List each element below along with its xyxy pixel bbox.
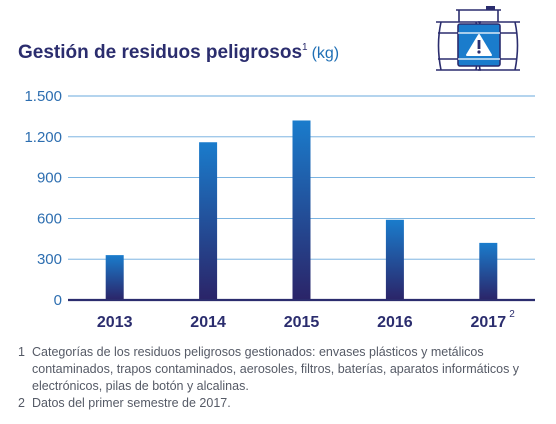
footnote-1: 1 Categorías de los residuos peligrosos …: [18, 344, 538, 395]
chart-title-footnote-mark: 1: [302, 42, 308, 53]
x-tick-footnote-mark: 2: [509, 309, 515, 320]
x-tick-label: 2013: [97, 314, 133, 331]
y-tick-label: 1.200: [24, 129, 62, 146]
footnote-text: Datos del primer semestre de 2017.: [32, 396, 231, 410]
footnote-number: 2: [18, 396, 25, 410]
bars: [105, 120, 498, 300]
footnote-2: 2 Datos del primer semestre de 2017.: [18, 395, 538, 412]
x-tick-label: 2016: [377, 314, 413, 331]
x-tick-label: 2014: [190, 314, 226, 331]
chart-title-main: Gestión de residuos peligrosos: [18, 42, 302, 63]
hazardous-barrels-icon: [436, 6, 520, 71]
y-tick-label: 300: [37, 251, 62, 268]
footnote-text: Categorías de los residuos peligrosos ge…: [32, 345, 520, 393]
y-tick-label: 600: [37, 210, 62, 227]
footnotes: 1 Categorías de los residuos peligrosos …: [18, 344, 538, 412]
bar-2013: [105, 255, 124, 300]
x-tick-label: 2017: [471, 314, 507, 331]
x-axis-ticks: 2013 2014 2015 2016 2017 2: [97, 309, 515, 331]
y-axis-ticks: 0 300 600 900 1.200 1.500: [24, 88, 62, 309]
y-tick-label: 900: [37, 170, 62, 187]
y-tick-label: 1.500: [24, 88, 62, 105]
bar-2017: [479, 242, 498, 300]
y-tick-label: 0: [54, 292, 62, 309]
footnote-number: 1: [18, 345, 25, 359]
x-tick-label: 2015: [284, 314, 320, 331]
chart-title: Gestión de residuos peligrosos1 (kg): [18, 42, 339, 63]
bar-2014: [199, 142, 218, 300]
chart-unit-label: (kg): [312, 45, 340, 62]
bar-2016: [385, 219, 404, 300]
bar-2015: [292, 120, 311, 300]
